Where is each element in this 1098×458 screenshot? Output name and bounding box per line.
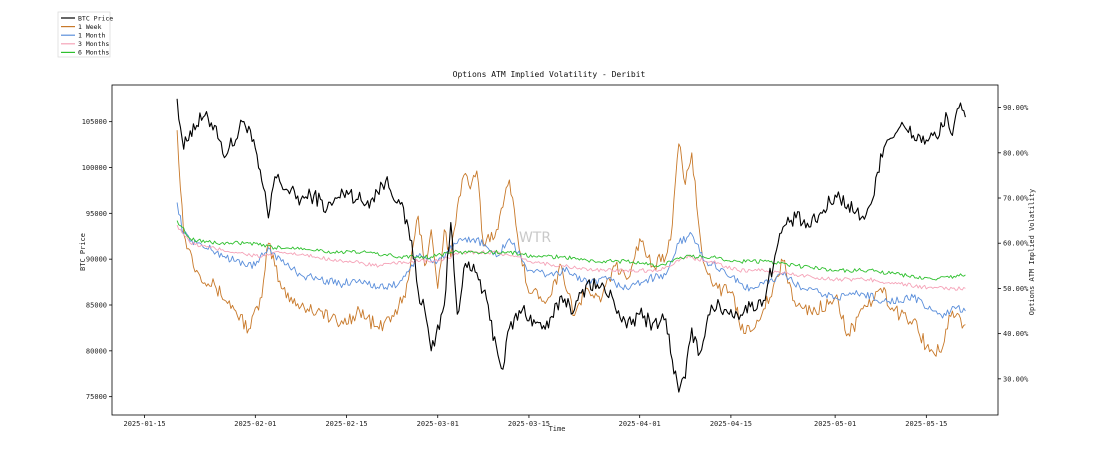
x-tick-label: 2025-02-15 [325,420,367,428]
x-axis-label: Time [549,425,566,433]
watermark: WTR [519,230,551,246]
y-left-tick-label: 80000 [86,347,107,355]
plot-frame [111,84,999,416]
chart-title: Options ATM Implied Volatility - Deribit [453,70,646,79]
x-tick-label: 2025-04-15 [710,420,752,428]
series-line-btc-price [176,98,966,393]
ticks-layer: 2025-01-15 2025-02-01 2025-02-15 2025-03-01… [82,104,1029,428]
x-tick-label: 2025-03-15 [508,420,550,428]
legend-label: 1 Month [78,32,105,40]
x-tick-label: 2025-05-15 [905,420,947,428]
legend-box [57,11,111,58]
y-right-tick-label: 60.00% [1003,240,1029,248]
y-left-tick-label: 95000 [86,210,107,218]
legend-label: 6 Months [78,49,109,57]
x-tick-label: 2025-05-01 [814,420,856,428]
legend-label: 1 Week [78,23,102,31]
x-tick-label: 2025-03-01 [417,420,459,428]
legend-label: BTC Price [78,14,113,22]
legend-label: 3 Months [78,40,109,48]
y-right-tick-label: 30.00% [1003,375,1029,383]
y-left-tick-label: 90000 [86,256,107,264]
y-left-axis-label: BTC Price [79,233,87,271]
y-left-tick-label: 100000 [82,164,107,172]
y-right-tick-label: 50.00% [1003,285,1029,293]
y-left-tick-label: 105000 [82,118,107,126]
series-layer [176,98,966,393]
series-line-6-months [176,220,966,281]
series-line-1-month [176,202,966,319]
y-left-tick-label: 85000 [86,302,107,310]
series-line-1-week [176,130,966,357]
y-right-tick-label: 80.00% [1003,149,1029,157]
x-tick-label: 2025-02-01 [234,420,276,428]
y-right-tick-label: 40.00% [1003,330,1029,338]
y-right-axis-label: Options ATM Implied Volatility [1028,189,1036,315]
y-right-tick-label: 90.00% [1003,104,1029,112]
y-right-tick-label: 70.00% [1003,195,1029,203]
x-tick-label: 2025-01-15 [123,420,165,428]
y-left-tick-label: 75000 [86,393,107,401]
series-line-3-months [176,224,966,291]
x-tick-label: 2025-04-01 [619,420,661,428]
